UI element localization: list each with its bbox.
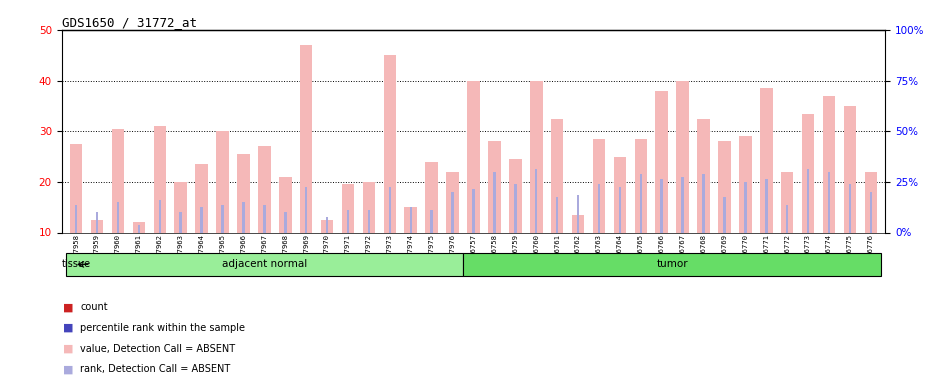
- Text: percentile rank within the sample: percentile rank within the sample: [80, 323, 245, 333]
- Bar: [321, 220, 333, 232]
- Bar: [425, 162, 438, 232]
- Bar: [807, 169, 810, 232]
- Bar: [614, 157, 626, 232]
- Bar: [388, 187, 391, 232]
- Bar: [514, 184, 516, 232]
- Bar: [781, 172, 794, 232]
- Bar: [786, 205, 789, 232]
- Bar: [305, 187, 308, 232]
- Bar: [91, 220, 103, 232]
- Bar: [828, 172, 831, 232]
- Bar: [65, 253, 463, 276]
- Bar: [530, 81, 543, 232]
- Text: ■: ■: [63, 344, 74, 354]
- Text: ■: ■: [63, 323, 74, 333]
- Bar: [300, 45, 313, 232]
- Bar: [473, 189, 474, 232]
- Bar: [216, 131, 229, 232]
- Bar: [347, 210, 349, 232]
- Bar: [452, 192, 454, 232]
- Bar: [577, 195, 580, 232]
- Text: tissue: tissue: [62, 260, 91, 269]
- Bar: [116, 202, 119, 232]
- Bar: [681, 177, 684, 232]
- Bar: [96, 212, 98, 232]
- Bar: [739, 136, 752, 232]
- Bar: [174, 182, 187, 232]
- Bar: [634, 139, 647, 232]
- Bar: [409, 207, 412, 232]
- Bar: [551, 118, 563, 232]
- Bar: [703, 174, 705, 232]
- Bar: [697, 118, 710, 232]
- Text: count: count: [80, 303, 108, 312]
- Bar: [556, 197, 559, 232]
- Bar: [535, 169, 538, 232]
- Bar: [869, 192, 872, 232]
- Bar: [263, 205, 266, 232]
- Bar: [802, 114, 814, 232]
- Bar: [158, 200, 161, 232]
- Bar: [655, 91, 668, 232]
- Bar: [431, 210, 433, 232]
- Bar: [404, 207, 417, 232]
- Bar: [593, 139, 605, 232]
- Bar: [660, 179, 663, 232]
- Text: tumor: tumor: [656, 260, 688, 269]
- Text: adjacent normal: adjacent normal: [222, 260, 307, 269]
- Bar: [222, 205, 223, 232]
- Bar: [284, 212, 287, 232]
- Bar: [279, 177, 292, 232]
- Bar: [676, 81, 688, 232]
- Bar: [446, 172, 459, 232]
- Bar: [598, 184, 600, 232]
- Bar: [201, 207, 203, 232]
- Bar: [760, 88, 773, 232]
- Text: ■: ■: [63, 364, 74, 374]
- Bar: [765, 179, 767, 232]
- Bar: [180, 212, 182, 232]
- Bar: [137, 225, 140, 232]
- Bar: [849, 184, 851, 232]
- Bar: [493, 172, 495, 232]
- Text: value, Detection Call = ABSENT: value, Detection Call = ABSENT: [80, 344, 236, 354]
- Bar: [572, 215, 584, 232]
- Bar: [463, 253, 882, 276]
- Bar: [509, 159, 522, 232]
- Bar: [724, 197, 725, 232]
- Bar: [259, 147, 271, 232]
- Text: rank, Detection Call = ABSENT: rank, Detection Call = ABSENT: [80, 364, 231, 374]
- Text: ■: ■: [63, 303, 74, 312]
- Bar: [70, 144, 82, 232]
- Bar: [488, 141, 501, 232]
- Bar: [367, 210, 370, 232]
- Bar: [363, 182, 375, 232]
- Bar: [467, 81, 480, 232]
- Text: GDS1650 / 31772_at: GDS1650 / 31772_at: [62, 16, 197, 29]
- Bar: [133, 222, 145, 232]
- Bar: [384, 56, 396, 232]
- Bar: [342, 184, 354, 232]
- Bar: [718, 141, 731, 232]
- Bar: [823, 96, 835, 232]
- Bar: [639, 174, 642, 232]
- Bar: [153, 126, 166, 232]
- Bar: [618, 187, 621, 232]
- Bar: [237, 154, 250, 232]
- Bar: [112, 129, 124, 232]
- Bar: [326, 217, 329, 232]
- Bar: [865, 172, 877, 232]
- Bar: [242, 202, 244, 232]
- Bar: [844, 106, 856, 232]
- Bar: [744, 182, 746, 232]
- Bar: [75, 205, 78, 232]
- Bar: [195, 164, 208, 232]
